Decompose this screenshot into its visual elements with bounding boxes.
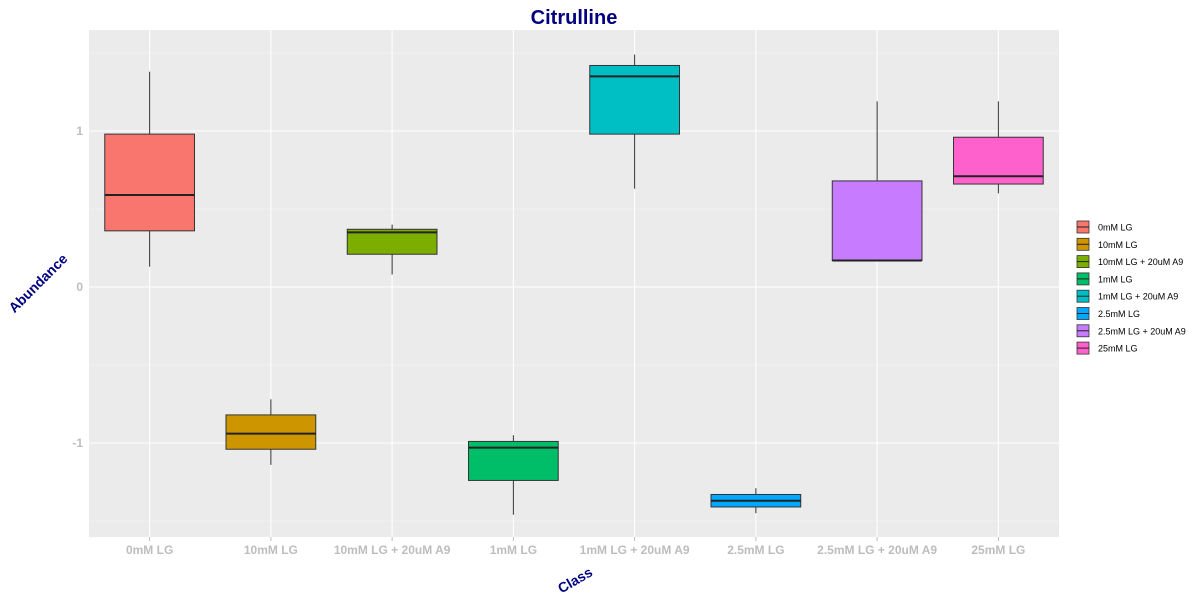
x-tick-label-1: 10mM LG bbox=[244, 543, 298, 557]
legend-item-1: 10mM LG bbox=[1076, 237, 1138, 251]
y-axis-ticks: -1 0 1 bbox=[72, 124, 83, 450]
legend-item-7: 25mM LG bbox=[1076, 341, 1138, 355]
legend-label: 1mM LG + 20uM A9 bbox=[1098, 292, 1178, 302]
box-0 bbox=[104, 71, 195, 267]
x-axis-ticks: 0mM LG 10mM LG 10mM LG + 20uM A9 1mM LG 1mM … bbox=[126, 537, 1025, 557]
y-axis-title: Abundance bbox=[5, 250, 70, 315]
y-tick-label-1: 0 bbox=[76, 280, 83, 294]
x-tick-label-5: 2.5mM LG bbox=[727, 543, 784, 557]
x-tick-label-7: 25mM LG bbox=[971, 543, 1025, 557]
boxes-layer bbox=[104, 54, 1044, 515]
box-5 bbox=[710, 488, 802, 514]
box-2 bbox=[346, 224, 438, 275]
box-3 bbox=[468, 435, 559, 515]
x-axis-title: Class bbox=[555, 564, 596, 597]
box-6 bbox=[831, 101, 923, 262]
box-7 bbox=[953, 101, 1044, 194]
legend-label: 2.5mM LG + 20uM A9 bbox=[1098, 326, 1186, 336]
legend-item-4: 1mM LG + 20uM A9 bbox=[1076, 289, 1178, 303]
legend-label: 10mM LG bbox=[1098, 240, 1138, 250]
legend-label: 0mM LG bbox=[1098, 223, 1133, 233]
legend: 0mM LG 10mM LG 10mM LG + 20uM A9 1mM LG 1mM … bbox=[1076, 220, 1186, 355]
legend-item-0: 0mM LG bbox=[1076, 220, 1133, 234]
y-tick-label-0: -1 bbox=[72, 436, 83, 450]
legend-label: 25mM LG bbox=[1098, 344, 1138, 354]
x-tick-label-4: 1mM LG + 20uM A9 bbox=[580, 543, 690, 557]
y-tick-label-2: 1 bbox=[76, 124, 83, 138]
x-tick-label-6: 2.5mM LG + 20uM A9 bbox=[817, 543, 937, 557]
box-4 bbox=[589, 54, 680, 189]
legend-label: 1mM LG bbox=[1098, 274, 1133, 284]
legend-label: 2.5mM LG bbox=[1098, 309, 1140, 319]
legend-item-3: 1mM LG bbox=[1076, 272, 1133, 286]
box-body bbox=[346, 228, 438, 255]
x-tick-label-0: 0mM LG bbox=[126, 543, 173, 557]
legend-item-5: 2.5mM LG bbox=[1076, 307, 1140, 320]
box-body bbox=[225, 414, 317, 450]
x-tick-label-3: 1mM LG bbox=[490, 543, 537, 557]
x-tick-label-2: 10mM LG + 20uM A9 bbox=[334, 543, 451, 557]
plot-panel bbox=[89, 30, 1059, 537]
legend-item-6: 2.5mM LG + 20uM A9 bbox=[1076, 324, 1186, 338]
legend-item-2: 10mM LG + 20uM A9 bbox=[1076, 255, 1183, 269]
chart-title: Citrulline bbox=[531, 7, 618, 29]
box-1 bbox=[225, 399, 317, 465]
box-body bbox=[104, 133, 195, 232]
legend-label: 10mM LG + 20uM A9 bbox=[1098, 257, 1183, 267]
box-body bbox=[831, 180, 923, 261]
